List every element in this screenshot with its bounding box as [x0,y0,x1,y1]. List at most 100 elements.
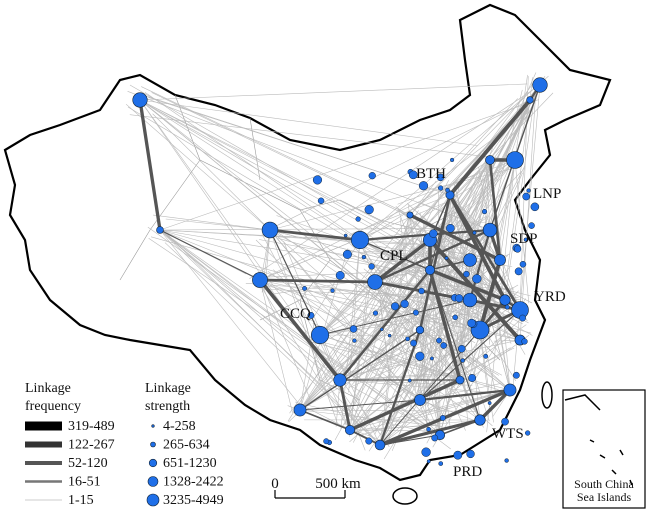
link [269,229,429,421]
link [332,339,521,379]
city-node [307,311,315,319]
link [363,268,511,391]
link [269,168,514,231]
city-node [380,327,384,332]
link [135,97,521,311]
link [139,99,478,146]
link [439,194,451,285]
city-node [400,299,409,309]
link [319,216,488,336]
city-node [342,249,352,259]
link [139,83,528,101]
legend-swatch [146,493,160,507]
city-node [425,265,435,275]
link [256,279,351,431]
city-node [372,310,379,316]
legend-label: 1328-2422 [163,475,224,490]
strong-link [374,238,431,284]
link [260,229,271,281]
link [265,223,511,391]
city-node [467,318,476,328]
link [419,329,499,376]
city-node [330,288,335,293]
strong-link [258,278,342,382]
city-node [406,211,414,219]
link [419,399,481,423]
link [165,218,271,231]
link [381,214,411,445]
city-node [408,170,418,180]
link [519,92,537,341]
link [398,210,461,381]
link [299,284,519,411]
link [344,214,411,426]
link [319,186,451,336]
city-node [367,274,383,290]
city-node [481,208,488,215]
link [419,324,527,401]
legend-label: 52-120 [68,456,108,471]
link [287,281,376,422]
city-node [513,245,522,253]
link [428,159,516,255]
strong-link [319,299,471,336]
strong-link [349,378,461,432]
link [339,373,472,381]
link [486,159,516,433]
hainan [392,487,418,505]
link [358,329,421,427]
region-label: CPL [380,248,408,264]
legend-swatch [148,458,158,468]
link [416,330,441,436]
city-node [418,181,429,191]
link [274,99,531,228]
link [428,342,461,381]
link [259,168,487,281]
scale-distance: 500 km [315,476,361,492]
legend-label: 16-51 [68,475,101,490]
city-node [455,294,464,303]
inset-frame [562,389,646,509]
city-node [323,438,330,445]
strong-link [299,329,421,411]
city-node [343,233,348,238]
city-node [485,155,495,165]
city-node [390,302,400,311]
link [159,229,307,335]
city-node [374,439,386,451]
city-node [431,434,439,442]
city-node [361,254,367,260]
city-node [504,458,509,463]
link [359,239,428,424]
link [478,99,531,229]
link [139,99,349,235]
city-node [462,292,478,308]
region-label: LNP [533,186,561,202]
link [374,260,460,283]
link [319,92,554,336]
link [319,334,491,337]
strong-link [299,409,351,431]
strong-link [429,268,506,302]
strong-link [338,379,352,431]
inset-title: South China [574,477,634,491]
city-node [512,371,520,379]
strong-link [429,194,451,271]
city-node [525,430,531,436]
city-node [368,263,375,270]
link [349,327,432,431]
link [147,226,441,436]
link [319,180,437,336]
strong-link [378,329,422,446]
link [141,86,411,216]
link [249,84,541,280]
link [403,159,516,229]
city-node [450,157,455,163]
city-node [387,333,392,338]
city-node [528,222,535,229]
city-node [312,175,323,185]
city-node [436,173,445,182]
link [359,239,419,245]
city-node [494,254,506,266]
